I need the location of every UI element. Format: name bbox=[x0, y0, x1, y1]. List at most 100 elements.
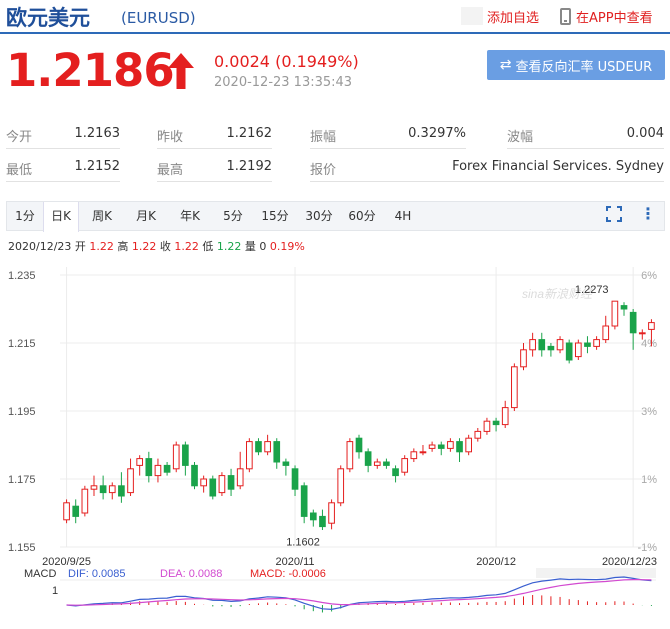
candle-body bbox=[99, 485, 107, 494]
swap-icon: ⇄ bbox=[499, 57, 512, 73]
candle-body bbox=[373, 461, 381, 466]
stat-value-prev-close: 1.2162 bbox=[226, 126, 273, 141]
tab-15min[interactable]: 15分 bbox=[261, 208, 289, 223]
divider bbox=[6, 181, 120, 182]
stat-value-amplitude: 0.3297% bbox=[408, 126, 466, 141]
reverse-rate-label: 查看反向汇率 USDEUR bbox=[515, 59, 653, 75]
divider bbox=[507, 148, 664, 149]
ohlc-summary: 2020/12/23 开 1.22 高 1.22 收 1.22 低 1.22 量… bbox=[8, 238, 305, 254]
kline-chart[interactable]: 1.235 6% 1.215 4% 1.195 3% 1.175 1% 1.155 -1% sina… bbox=[0, 258, 670, 629]
macd-dea-line bbox=[66, 578, 652, 606]
candle-body bbox=[90, 485, 98, 490]
candle-body bbox=[273, 441, 281, 463]
y-tick-label: 1.175 bbox=[8, 474, 36, 486]
candle-body bbox=[81, 488, 89, 514]
stat-label-open: 今开 bbox=[6, 130, 33, 145]
candle-body bbox=[300, 485, 308, 517]
candle-body bbox=[456, 441, 463, 453]
pct-tick-label: 1% bbox=[641, 474, 657, 486]
candle-body bbox=[538, 339, 546, 351]
y-tick-label: 1.155 bbox=[8, 542, 36, 554]
ohlc-low: 1.22 bbox=[216, 240, 242, 253]
candle-body bbox=[63, 502, 70, 521]
open-in-app-button[interactable]: 在APP中查看 bbox=[560, 6, 653, 26]
stat-value-low: 1.2152 bbox=[74, 159, 121, 174]
candle-body bbox=[264, 441, 271, 453]
candle-body bbox=[574, 342, 582, 358]
tab-weekly-k[interactable]: 周K bbox=[92, 208, 112, 223]
ohlc-date: 2020/12/23 bbox=[8, 240, 72, 253]
macd-dif: DIF: 0.0085 bbox=[68, 568, 125, 580]
tab-monthly-k[interactable]: 月K bbox=[136, 208, 156, 223]
stats-row: 今开 1.2163 昨收 1.2162 振幅 0.3297% 波幅 0.004 bbox=[0, 118, 670, 151]
low-annotation: 1.1602 bbox=[286, 536, 320, 548]
current-price: 1.2186 bbox=[6, 44, 175, 97]
tab-5min[interactable]: 5分 bbox=[223, 208, 243, 223]
add-favorite-button[interactable]: 添加自选 bbox=[461, 6, 539, 26]
tab-daily-k[interactable]: 日K bbox=[43, 201, 79, 232]
ohlc-volume: 0 bbox=[259, 240, 267, 253]
candle-body bbox=[419, 451, 427, 454]
watermark: sina新浪财经 bbox=[522, 287, 594, 301]
candle-body bbox=[246, 441, 253, 470]
y-tick-label: 1.235 bbox=[8, 270, 36, 282]
fullscreen-icon[interactable] bbox=[606, 206, 622, 222]
candle-body bbox=[154, 464, 162, 477]
candle-body bbox=[145, 458, 153, 477]
macd-title: MACD bbox=[24, 568, 56, 580]
tab-60min[interactable]: 60分 bbox=[348, 208, 376, 223]
candle-body bbox=[172, 444, 180, 470]
pct-tick-label: -1% bbox=[637, 542, 657, 554]
tab-4h[interactable]: 4H bbox=[394, 208, 412, 223]
more-menu-icon[interactable]: ⋮ bbox=[640, 204, 656, 223]
period-tabs: 1分 日K 周K 月K 年K 5分 15分 30分 60分 4H ⋮ bbox=[6, 201, 665, 232]
add-favorite-label: 添加自选 bbox=[487, 10, 540, 26]
candle-body bbox=[236, 468, 244, 487]
reverse-rate-button[interactable]: ⇄ 查看反向汇率 USDEUR bbox=[487, 50, 665, 80]
phone-icon bbox=[560, 7, 571, 25]
candle-body bbox=[401, 458, 409, 473]
candle-body bbox=[584, 342, 591, 347]
ohlc-high: 1.22 bbox=[131, 240, 157, 253]
candle-body bbox=[520, 349, 527, 368]
divider bbox=[310, 148, 466, 149]
pct-tick-label: 3% bbox=[641, 406, 657, 418]
pair-code: (EURUSD) bbox=[121, 9, 196, 27]
candle-body bbox=[218, 475, 226, 494]
candle-body bbox=[328, 502, 335, 524]
y-tick-label: 1.215 bbox=[8, 338, 36, 350]
candle-body bbox=[638, 332, 646, 335]
stat-value-range: 0.004 bbox=[626, 126, 664, 141]
candle-body bbox=[410, 451, 418, 460]
candle-body bbox=[364, 451, 372, 466]
pct-tick-label: 6% bbox=[641, 270, 657, 282]
tab-yearly-k[interactable]: 年K bbox=[180, 208, 200, 223]
tab-1min[interactable]: 1分 bbox=[15, 208, 35, 223]
candle-body bbox=[565, 342, 573, 361]
candle-body bbox=[118, 485, 125, 497]
candle-body bbox=[346, 441, 354, 470]
ohlc-pct: 0.19% bbox=[269, 240, 305, 253]
candle-body bbox=[593, 339, 600, 347]
divider bbox=[157, 181, 272, 182]
divider bbox=[6, 148, 120, 149]
stat-value-quote-source: Forex Financial Services. Sydney bbox=[452, 159, 664, 174]
candle-body bbox=[136, 458, 144, 466]
tab-30min[interactable]: 30分 bbox=[305, 208, 333, 223]
quote-time: 2020-12-23 13:35:43 bbox=[214, 75, 353, 90]
candle-body bbox=[163, 464, 171, 473]
divider bbox=[310, 181, 664, 182]
ohlc-volume-label: 量 bbox=[244, 240, 256, 253]
macd-dea: DEA: 0.0088 bbox=[160, 568, 222, 580]
candle-body bbox=[465, 437, 472, 453]
ohlc-open: 1.22 bbox=[89, 240, 114, 253]
x-tick-label: 2020/12/23 bbox=[602, 556, 657, 568]
candle-body bbox=[547, 345, 555, 351]
candle-body bbox=[209, 478, 217, 497]
x-tick-label: 2020/11 bbox=[276, 556, 315, 568]
candle-body bbox=[337, 468, 345, 504]
candle-body bbox=[492, 420, 500, 426]
candle-body bbox=[127, 468, 134, 494]
stat-label-quote-source: 报价 bbox=[310, 163, 337, 178]
candle-body bbox=[447, 441, 454, 449]
